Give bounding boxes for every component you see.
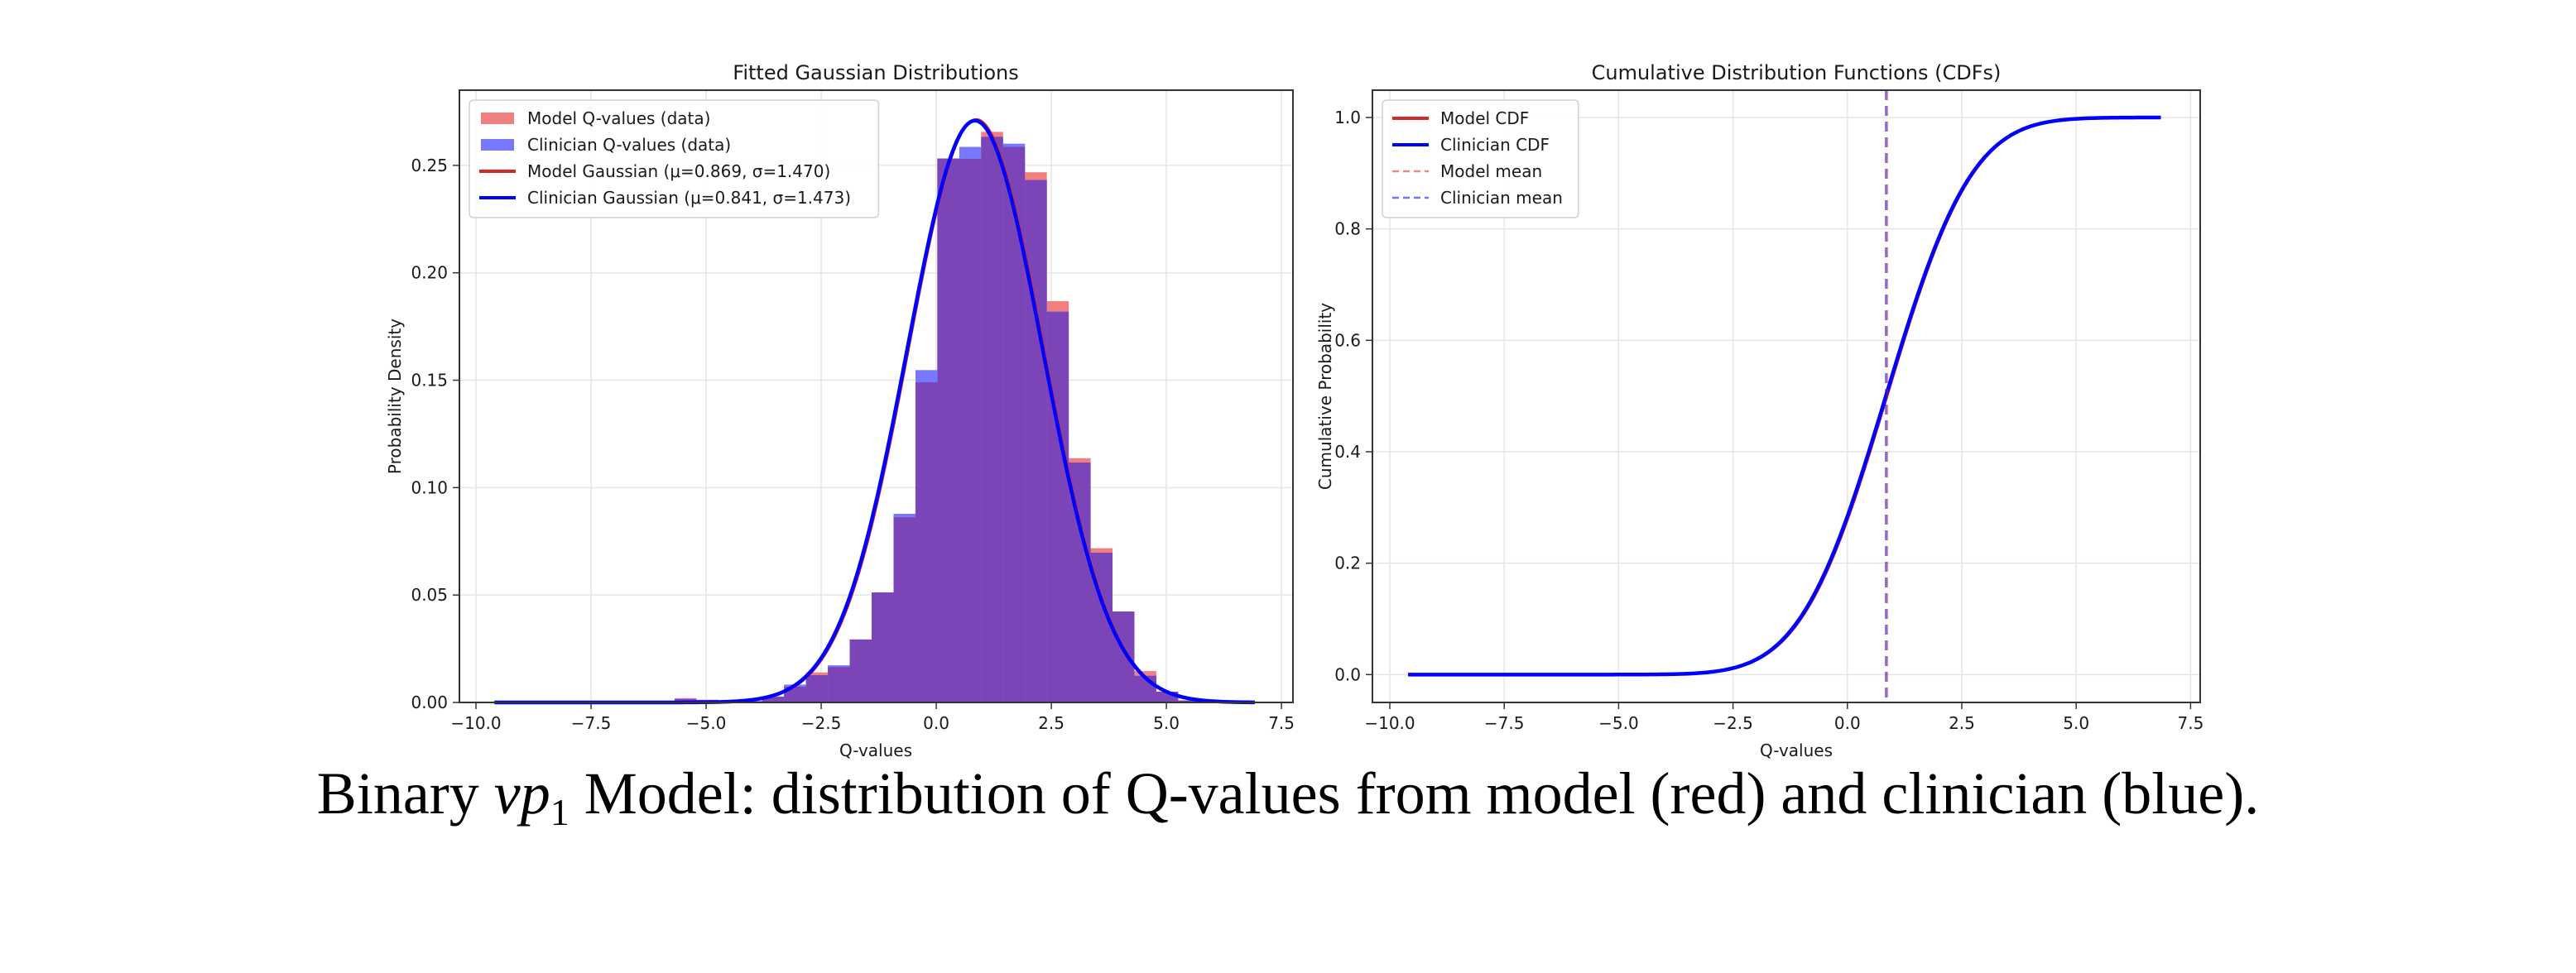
mean-lines	[1885, 90, 1889, 702]
histogram-x-ticks: −10.0 −7.5 −5.0 −2.5 0.0 2.5 5.0 7.5	[450, 702, 1295, 733]
histogram-panel: Fitted Gaussian Distributions −10.0 −7.5−…	[385, 61, 1295, 760]
overlap-histogram-bar	[1025, 180, 1047, 703]
histogram-legend-label: Clinician Gaussian (μ=0.841, σ=1.473)	[527, 188, 851, 208]
overlap-histogram-bar	[872, 592, 894, 702]
caption-math-var: vp	[493, 760, 550, 827]
histogram-x-tick-label: −2.5	[801, 713, 842, 733]
clinician-cdf-curve	[1408, 115, 2161, 677]
overlap-histogram-bar	[981, 137, 1003, 702]
overlap-histogram-bar	[1113, 611, 1135, 702]
histogram-x-tick-label: 7.5	[1268, 713, 1295, 733]
overlap-histogram-bars	[499, 137, 1266, 703]
histogram-y-ticks: 0.00 0.05 0.10 0.15 0.20 0.25	[411, 156, 459, 712]
histogram-legend-label: Model Q-values (data)	[527, 108, 710, 128]
histogram-y-tick-label: 0.05	[411, 585, 448, 605]
overlap-histogram-bar	[937, 158, 959, 702]
overlap-histogram-bar	[1178, 700, 1200, 702]
histogram-x-tick-label: −10.0	[450, 713, 501, 733]
histogram-y-tick-label: 0.25	[411, 156, 448, 175]
cdf-y-tick-label: 0.0	[1334, 664, 1361, 684]
cdf-legend: Model CDF Clinician CDF Model mean Clinicia…	[1382, 99, 1579, 218]
caption-prefix: Binary	[316, 760, 494, 827]
histogram-x-tick-label: 2.5	[1038, 713, 1065, 733]
histogram-legend-label: Clinician Q-values (data)	[527, 135, 731, 155]
caption-suffix: Model: distribution of Q-values from mod…	[569, 760, 2260, 827]
cdf-y-tick-label: 0.6	[1334, 330, 1361, 350]
cdf-legend-label: Model CDF	[1440, 108, 1529, 128]
cdf-legend-box	[1382, 99, 1579, 218]
cdf-y-tick-label: 0.8	[1334, 219, 1361, 239]
histogram-title: Fitted Gaussian Distributions	[733, 61, 1018, 84]
overlap-histogram-bar	[915, 382, 938, 702]
overlap-histogram-bar	[849, 639, 872, 702]
cdf-x-tick-label: −2.5	[1713, 713, 1753, 733]
cdf-y-tick-label: 0.2	[1334, 554, 1361, 573]
cdf-x-tick-label: −7.5	[1484, 713, 1525, 733]
cdf-x-tick-label: 7.5	[2177, 713, 2204, 733]
overlap-histogram-bar	[762, 697, 785, 702]
cdf-x-tick-label: −5.0	[1598, 713, 1639, 733]
cdf-y-label: Cumulative Probability	[1315, 303, 1335, 490]
overlap-histogram-bar	[828, 667, 850, 702]
cdf-x-tick-label: 5.0	[2063, 713, 2089, 733]
histogram-y-tick-label: 0.00	[411, 693, 448, 712]
cdf-x-tick-label: −10.0	[1364, 713, 1415, 733]
histogram-x-label: Q-values	[839, 741, 912, 760]
caption-math-subscript: 1	[550, 791, 570, 833]
cdf-x-label: Q-values	[1760, 741, 1833, 760]
histogram-legend-model-patch-icon	[481, 113, 514, 124]
histogram-legend: Model Q-values (data) Clinician Q-values …	[469, 99, 880, 218]
cdf-curves	[1408, 115, 2161, 677]
cdf-panel: Cumulative Distribution Functions (CDFs)…	[1315, 61, 2204, 760]
overlap-histogram-bar	[893, 517, 916, 702]
histogram-x-tick-label: −7.5	[571, 713, 612, 733]
overlap-histogram-bar	[1046, 311, 1069, 702]
cdf-title: Cumulative Distribution Functions (CDFs)	[1592, 61, 2002, 84]
overlap-histogram-bar	[805, 675, 829, 702]
cdf-x-tick-label: 2.5	[1949, 713, 1975, 733]
cdf-y-tick-label: 0.4	[1334, 442, 1361, 462]
cdf-axes-frame	[1372, 89, 2201, 703]
histogram-y-tick-label: 0.20	[411, 263, 448, 283]
histogram-axes-frame	[459, 89, 1294, 703]
histogram-x-tick-label: 5.0	[1153, 713, 1180, 733]
histogram-legend-clinician-patch-icon	[481, 139, 514, 151]
cdf-x-tick-label: 0.0	[1834, 713, 1861, 733]
overlap-histogram-bar	[959, 159, 982, 703]
histogram-y-tick-label: 0.15	[411, 371, 448, 391]
histogram-legend-box	[469, 99, 880, 218]
histogram-y-tick-label: 0.10	[411, 477, 448, 497]
cdf-legend-label: Clinician mean	[1440, 188, 1563, 208]
cdf-y-tick-label: 1.0	[1334, 108, 1361, 127]
cdf-y-ticks: 0.0 0.2 0.4 0.6 0.8 1.0	[1334, 108, 1372, 684]
cdf-legend-label: Model mean	[1440, 161, 1542, 181]
overlap-histogram-bar	[1134, 675, 1156, 702]
histogram-y-label: Probability Density	[385, 319, 405, 474]
overlap-histogram-bar	[1002, 146, 1026, 702]
figure-caption: Binary vp1 Model: distribution of Q-valu…	[0, 760, 2576, 834]
histogram-x-tick-label: 0.0	[923, 713, 949, 733]
histogram-legend-label: Model Gaussian (μ=0.869, σ=1.470)	[527, 161, 830, 181]
cdf-x-ticks: −10.0 −7.5 −5.0 −2.5 0.0 2.5 5.0 7.5	[1364, 702, 2204, 733]
histogram-x-tick-label: −5.0	[686, 713, 727, 733]
cdf-legend-label: Clinician CDF	[1440, 135, 1550, 155]
